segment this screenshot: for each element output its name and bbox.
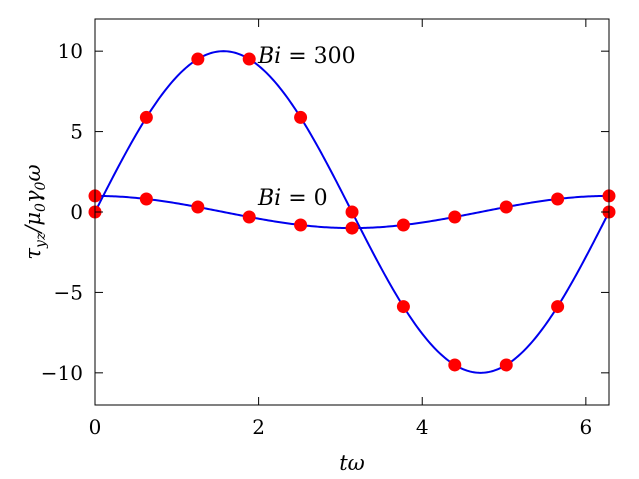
y-tick-label: −5 (54, 280, 83, 304)
x-tick-label: 2 (252, 415, 265, 439)
x-tick-label: 0 (89, 415, 102, 439)
data-point-bi-300-3 (242, 52, 256, 66)
data-point-bi-300-2 (191, 52, 205, 66)
data-point-bi-300-7 (448, 358, 462, 372)
y-tick-label: −10 (41, 361, 83, 385)
data-point-bi-0-5 (345, 221, 359, 235)
data-point-bi-300-5 (345, 205, 359, 219)
data-point-bi-0-8 (499, 200, 513, 214)
x-axis-label: tω (339, 451, 365, 475)
x-tick-label: 4 (416, 415, 429, 439)
data-point-bi-300-6 (396, 300, 410, 314)
data-point-bi-0-7 (448, 210, 462, 224)
data-point-bi-0-6 (396, 218, 410, 232)
data-point-bi-0-1 (139, 192, 153, 206)
data-point-bi-0-2 (191, 200, 205, 214)
data-point-bi-0-9 (551, 192, 565, 206)
data-point-bi-0-4 (294, 218, 308, 232)
y-tick-label: 5 (70, 120, 83, 144)
markers-layer (88, 52, 616, 372)
data-point-bi-300-8 (499, 358, 513, 372)
series-label-bi-0: Bi = 0 (257, 186, 328, 211)
data-point-bi-300-1 (139, 110, 153, 124)
y-tick-label: 10 (58, 39, 83, 63)
data-point-bi-0-3 (242, 210, 256, 224)
series-label-bi-300: Bi = 300 (257, 44, 356, 69)
y-tick-label: 0 (70, 200, 83, 224)
data-point-bi-300-4 (294, 110, 308, 124)
ticks-layer: 0 2 4 6 10 5 0 −5 −10 (41, 19, 609, 439)
y-axis-label: τyz/μ0γ0ω (21, 164, 49, 259)
data-point-bi-300-9 (551, 300, 565, 314)
x-tick-label: 6 (579, 415, 592, 439)
